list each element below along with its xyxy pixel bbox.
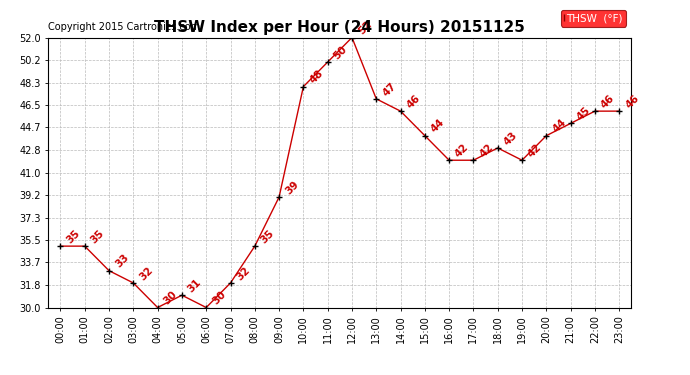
- Text: 30: 30: [161, 290, 179, 307]
- Text: Copyright 2015 Cartronics.com: Copyright 2015 Cartronics.com: [48, 22, 200, 32]
- Text: 32: 32: [235, 265, 252, 282]
- Text: 47: 47: [380, 81, 398, 98]
- Text: 44: 44: [551, 117, 568, 135]
- Legend: THSW  (°F): THSW (°F): [561, 10, 626, 27]
- Text: 42: 42: [477, 142, 495, 159]
- Text: 45: 45: [575, 105, 592, 123]
- Text: 39: 39: [284, 179, 300, 196]
- Text: 33: 33: [113, 253, 130, 270]
- Text: 43: 43: [502, 130, 520, 147]
- Text: 31: 31: [186, 277, 204, 294]
- Text: 32: 32: [137, 265, 155, 282]
- Text: 42: 42: [526, 142, 544, 159]
- Text: 50: 50: [332, 44, 349, 61]
- Text: 46: 46: [623, 93, 641, 110]
- Text: 30: 30: [210, 290, 228, 307]
- Text: 52: 52: [356, 20, 373, 37]
- Text: 48: 48: [308, 68, 325, 86]
- Text: 46: 46: [405, 93, 422, 110]
- Text: 35: 35: [89, 228, 106, 245]
- Text: 46: 46: [599, 93, 616, 110]
- Text: 44: 44: [429, 117, 446, 135]
- Text: 35: 35: [65, 228, 82, 245]
- Title: THSW Index per Hour (24 Hours) 20151125: THSW Index per Hour (24 Hours) 20151125: [155, 20, 525, 35]
- Text: 35: 35: [259, 228, 276, 245]
- Text: 42: 42: [453, 142, 471, 159]
